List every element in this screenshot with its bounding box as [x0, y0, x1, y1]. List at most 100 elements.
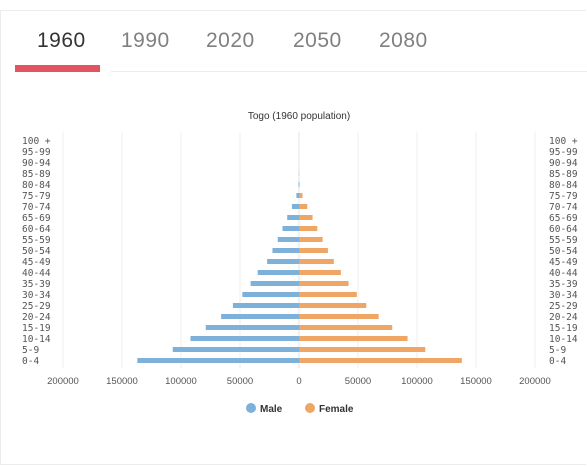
bar-male-35-39[interactable]	[250, 281, 299, 286]
y-tick-label-left: 70-74	[22, 202, 51, 213]
tab-1960[interactable]: 1960	[37, 29, 86, 52]
bar-female-75-79[interactable]	[299, 193, 303, 198]
tab-2050[interactable]: 2050	[293, 29, 342, 52]
bar-female-20-24[interactable]	[299, 314, 379, 319]
bar-female-35-39[interactable]	[299, 281, 349, 286]
x-tick-label: 50000	[345, 376, 371, 387]
y-tick-label-right: 30-34	[549, 290, 578, 301]
y-tick-label-left: 65-69	[22, 213, 51, 224]
bars	[137, 171, 462, 363]
legend-female-marker[interactable]	[305, 403, 315, 413]
y-axis-right: 100 +95-9990-9485-8980-8475-7970-7465-69…	[549, 136, 578, 367]
legend-male-label[interactable]: Male	[260, 404, 283, 415]
y-tick-label-right: 75-79	[549, 191, 578, 202]
y-tick-label-left: 95-99	[22, 147, 51, 158]
bar-female-55-59[interactable]	[299, 237, 323, 242]
y-tick-label-left: 20-24	[22, 312, 51, 323]
tab-2020[interactable]: 2020	[206, 29, 255, 52]
y-tick-label-left: 45-49	[22, 257, 51, 268]
legend[interactable]: Male Female	[246, 403, 354, 415]
chart-title: Togo (1960 population)	[248, 111, 350, 122]
x-tick-label: 150000	[106, 376, 138, 387]
y-tick-label-right: 65-69	[549, 213, 578, 224]
bar-female-65-69[interactable]	[299, 215, 313, 220]
y-tick-label-right: 40-44	[549, 268, 578, 279]
bar-male-45-49[interactable]	[267, 259, 299, 264]
bar-female-10-14[interactable]	[299, 336, 408, 341]
legend-male-marker[interactable]	[246, 403, 256, 413]
bar-female-60-64[interactable]	[299, 226, 318, 231]
x-tick-label: 200000	[519, 376, 551, 387]
y-tick-label-left: 80-84	[22, 180, 51, 191]
bar-female-30-34[interactable]	[299, 292, 357, 297]
y-tick-label-right: 80-84	[549, 180, 578, 191]
bar-male-20-24[interactable]	[221, 314, 299, 319]
y-tick-label-right: 45-49	[549, 257, 578, 268]
bar-female-45-49[interactable]	[299, 259, 334, 264]
active-tab-indicator	[15, 65, 100, 72]
y-tick-label-right: 100 +	[549, 136, 578, 147]
bar-male-30-34[interactable]	[242, 292, 299, 297]
y-tick-label-left: 60-64	[22, 224, 51, 235]
bar-male-50-54[interactable]	[272, 248, 299, 253]
y-tick-label-left: 5-9	[22, 345, 39, 356]
y-tick-label-left: 35-39	[22, 279, 51, 290]
y-tick-label-right: 55-59	[549, 235, 578, 246]
y-tick-label-left: 30-34	[22, 290, 51, 301]
bar-female-0-4[interactable]	[299, 358, 462, 363]
y-tick-label-right: 5-9	[549, 345, 566, 356]
y-axis-left: 100 +95-9990-9485-8980-8475-7970-7465-69…	[22, 136, 51, 367]
bar-male-15-19[interactable]	[205, 325, 299, 330]
x-axis: 200000 150000 100000 50000 0 50000 100000 15000…	[47, 376, 551, 387]
y-tick-label-right: 95-99	[549, 147, 578, 158]
y-tick-label-left: 55-59	[22, 235, 51, 246]
bar-female-50-54[interactable]	[299, 248, 328, 253]
tabs-divider	[111, 71, 587, 72]
y-tick-label-right: 25-29	[549, 301, 578, 312]
y-tick-label-left: 15-19	[22, 323, 51, 334]
year-tabs: 1960 1990 2020 2050 2080	[15, 11, 587, 73]
bar-male-60-64[interactable]	[282, 226, 299, 231]
y-tick-label-left: 100 +	[22, 136, 51, 147]
y-tick-label-right: 0-4	[549, 356, 566, 367]
legend-female-label[interactable]: Female	[319, 404, 354, 415]
bar-female-70-74[interactable]	[299, 204, 308, 209]
bar-female-15-19[interactable]	[299, 325, 393, 330]
bar-male-40-44[interactable]	[257, 270, 299, 275]
chart-panel: 1960 1990 2020 2050 2080	[0, 10, 587, 465]
y-tick-label-right: 50-54	[549, 246, 578, 257]
y-tick-label-left: 50-54	[22, 246, 51, 257]
x-tick-label: 100000	[401, 376, 433, 387]
bar-female-25-29[interactable]	[299, 303, 367, 308]
bar-male-55-59[interactable]	[277, 237, 299, 242]
bar-male-65-69[interactable]	[287, 215, 299, 220]
y-tick-label-right: 60-64	[549, 224, 578, 235]
bar-male-70-74[interactable]	[291, 204, 299, 209]
y-tick-label-left: 85-89	[22, 169, 51, 180]
tab-2080[interactable]: 2080	[379, 29, 428, 52]
y-tick-label-left: 0-4	[22, 356, 39, 367]
bar-female-40-44[interactable]	[299, 270, 341, 275]
y-tick-label-right: 20-24	[549, 312, 578, 323]
x-tick-label: 150000	[460, 376, 492, 387]
bar-male-10-14[interactable]	[190, 336, 299, 341]
bar-male-0-4[interactable]	[137, 358, 299, 363]
x-tick-label: 100000	[165, 376, 197, 387]
y-tick-label-left: 40-44	[22, 268, 51, 279]
bar-female-80-84[interactable]	[299, 182, 300, 187]
bar-male-75-79[interactable]	[296, 193, 299, 198]
tab-1990[interactable]: 1990	[121, 29, 170, 52]
bar-male-25-29[interactable]	[232, 303, 299, 308]
y-tick-label-right: 35-39	[549, 279, 578, 290]
bar-male-5-9[interactable]	[172, 347, 299, 352]
y-tick-label-right: 90-94	[549, 158, 578, 169]
x-tick-label: 50000	[227, 376, 253, 387]
bar-female-5-9[interactable]	[299, 347, 426, 352]
y-tick-label-right: 85-89	[549, 169, 578, 180]
y-tick-label-left: 10-14	[22, 334, 51, 345]
y-tick-label-right: 15-19	[549, 323, 578, 334]
y-tick-label-right: 10-14	[549, 334, 578, 345]
y-tick-label-left: 90-94	[22, 158, 51, 169]
x-tick-label: 200000	[47, 376, 79, 387]
